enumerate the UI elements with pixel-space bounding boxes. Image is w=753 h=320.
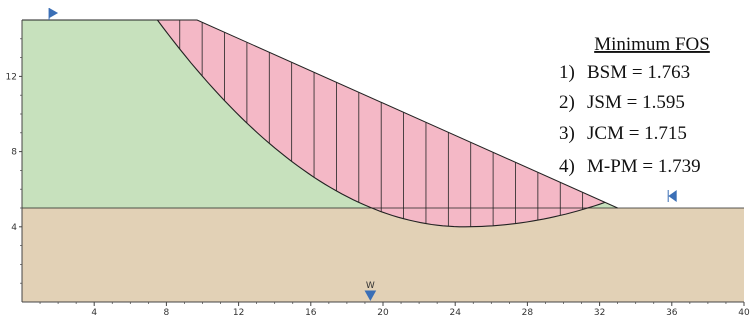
fos-title: Minimum FOS bbox=[594, 34, 710, 55]
fos-entry-1-num: 1) bbox=[559, 62, 575, 83]
left-limit-flag-icon bbox=[48, 8, 59, 20]
y-ticks: 4 8 12 bbox=[6, 38, 22, 284]
x-tick-label: 8 bbox=[164, 308, 170, 318]
fos-entry-1: BSM = 1.763 bbox=[587, 62, 690, 83]
x-tick-label: 12 bbox=[233, 308, 244, 318]
water-table-label: W bbox=[366, 281, 375, 291]
x-ticks: 4 8 12 16 20 24 28 32 36 40 bbox=[39, 302, 750, 318]
lower-soil-region bbox=[22, 208, 744, 302]
x-tick-label: 40 bbox=[738, 308, 750, 318]
markers: W bbox=[48, 8, 677, 302]
ground-surface-line bbox=[22, 19, 618, 209]
x-tick-label: 20 bbox=[377, 308, 389, 318]
fos-entry-4-num: 4) bbox=[559, 156, 575, 177]
fos-entry-2-num: 2) bbox=[559, 92, 575, 113]
slice-lines bbox=[179, 20, 584, 227]
y-tick-label: 4 bbox=[11, 223, 17, 233]
axes: 4 8 12 16 20 24 28 32 36 40 4 8 12 bbox=[6, 20, 750, 318]
water-table-triangle-icon bbox=[364, 290, 377, 302]
x-tick-label: 36 bbox=[666, 308, 678, 318]
x-tick-label: 4 bbox=[91, 308, 97, 318]
fos-legend: Minimum FOS 1) BSM = 1.763 2) JSM = 1.59… bbox=[559, 34, 710, 177]
boundary-lines bbox=[22, 19, 744, 228]
x-tick-label: 32 bbox=[594, 308, 605, 318]
fos-entry-3: JCM = 1.715 bbox=[587, 123, 687, 144]
slip-surface-line bbox=[156, 19, 606, 228]
y-tick-label: 8 bbox=[11, 148, 17, 158]
x-tick-label: 16 bbox=[305, 308, 317, 318]
x-tick-label: 28 bbox=[522, 308, 534, 318]
y-tick-label: 12 bbox=[6, 72, 17, 82]
fos-entry-2: JSM = 1.595 bbox=[587, 92, 685, 113]
fos-entry-4: M-PM = 1.739 bbox=[587, 156, 701, 177]
right-limit-flag-icon bbox=[667, 190, 677, 202]
fos-entry-3-num: 3) bbox=[559, 123, 575, 144]
x-tick-label: 24 bbox=[449, 308, 461, 318]
